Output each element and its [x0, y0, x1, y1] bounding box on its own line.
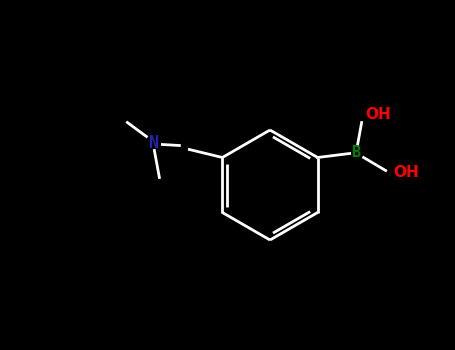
Text: B: B	[351, 145, 360, 160]
Text: OH: OH	[394, 165, 420, 180]
Text: OH: OH	[366, 107, 391, 122]
Text: N: N	[149, 133, 159, 152]
